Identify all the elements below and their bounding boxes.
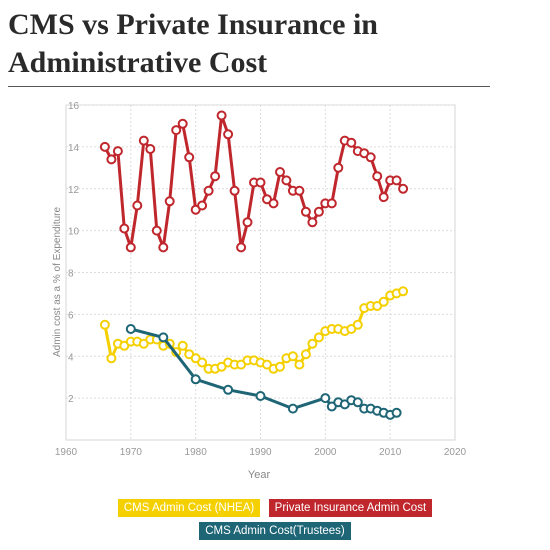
x-tick-label: 2020: [444, 447, 467, 458]
data-point[interactable]: [223, 129, 234, 140]
data-point[interactable]: [229, 185, 240, 196]
data-point[interactable]: [210, 171, 221, 182]
data-point[interactable]: [398, 183, 409, 194]
data-point[interactable]: [391, 407, 402, 418]
data-point[interactable]: [125, 324, 136, 334]
y-tick-label: 16: [68, 101, 80, 112]
data-point[interactable]: [158, 242, 169, 253]
data-point[interactable]: [99, 141, 110, 152]
series-0: [99, 110, 409, 253]
data-point[interactable]: [294, 359, 305, 370]
data-point[interactable]: [268, 198, 279, 209]
data-point[interactable]: [352, 319, 363, 330]
data-point[interactable]: [125, 242, 136, 253]
data-point[interactable]: [287, 403, 298, 414]
data-point[interactable]: [106, 353, 117, 364]
data-point[interactable]: [300, 349, 311, 360]
data-point[interactable]: [313, 332, 324, 343]
data-point[interactable]: [326, 198, 337, 209]
data-point[interactable]: [372, 171, 383, 182]
title-divider: [8, 86, 490, 87]
data-point[interactable]: [177, 340, 188, 351]
data-point[interactable]: [151, 225, 162, 236]
series-layer: [99, 110, 409, 420]
legend-item-cms-nhea[interactable]: CMS Admin Cost (NHEA): [117, 499, 261, 517]
data-point[interactable]: [132, 200, 143, 211]
x-tick-label: 1990: [249, 447, 272, 458]
data-point[interactable]: [106, 154, 117, 165]
data-point[interactable]: [145, 144, 156, 154]
x-tick-label: 2010: [379, 447, 402, 458]
data-point[interactable]: [281, 175, 292, 186]
data-point[interactable]: [119, 223, 130, 234]
data-point[interactable]: [164, 196, 175, 207]
legend-item-private-insurance[interactable]: Private Insurance Admin Cost: [268, 499, 433, 517]
data-point[interactable]: [333, 162, 344, 173]
grid-layer: [65, 104, 456, 441]
data-point[interactable]: [255, 177, 266, 188]
data-point[interactable]: [307, 338, 318, 349]
data-point[interactable]: [287, 351, 298, 362]
y-tick-label: 10: [68, 227, 80, 238]
data-point[interactable]: [138, 135, 149, 146]
data-point[interactable]: [203, 185, 214, 196]
y-axis-title: Admin cost as a % of Expenditure: [52, 207, 63, 358]
y-tick-label: 4: [68, 352, 74, 363]
data-point[interactable]: [242, 217, 253, 228]
data-point[interactable]: [197, 200, 208, 211]
data-point[interactable]: [352, 397, 363, 408]
data-point[interactable]: [158, 332, 169, 343]
data-point[interactable]: [320, 393, 331, 404]
series-1: [99, 286, 409, 374]
y-tick-label: 12: [68, 185, 80, 196]
y-tick-label: 14: [68, 143, 80, 154]
data-point[interactable]: [275, 167, 285, 177]
data-point[interactable]: [378, 192, 389, 203]
y-tick-label: 6: [68, 310, 74, 321]
legend-row-1: CMS Admin Cost (NHEA) Private Insurance …: [0, 498, 550, 517]
series-2: [125, 324, 402, 420]
y-tick-label: 8: [68, 269, 74, 280]
x-tick-label: 1960: [55, 447, 78, 458]
legend-item-cms-trustees[interactable]: CMS Admin Cost(Trustees): [199, 522, 351, 540]
page-title: CMS vs Private Insurance in Administrati…: [8, 8, 378, 79]
data-point[interactable]: [216, 110, 227, 121]
data-point[interactable]: [99, 319, 110, 330]
data-point[interactable]: [236, 242, 247, 253]
data-point[interactable]: [197, 357, 208, 368]
data-point[interactable]: [378, 296, 389, 307]
data-point[interactable]: [346, 137, 357, 148]
data-point[interactable]: [255, 391, 266, 401]
data-point[interactable]: [313, 206, 324, 217]
data-point[interactable]: [223, 384, 234, 395]
x-tick-label: 1980: [185, 447, 208, 458]
data-point[interactable]: [171, 125, 182, 136]
data-point[interactable]: [300, 206, 311, 217]
x-tick-label: 1970: [120, 447, 143, 458]
data-point[interactable]: [365, 152, 376, 163]
data-point[interactable]: [112, 146, 123, 157]
data-point[interactable]: [177, 118, 188, 129]
x-tick-label: 2000: [314, 447, 337, 458]
data-point[interactable]: [294, 185, 305, 196]
data-point[interactable]: [275, 361, 285, 372]
data-point[interactable]: [184, 152, 195, 163]
data-point[interactable]: [307, 217, 318, 228]
data-point[interactable]: [391, 175, 402, 186]
y-tick-label: 2: [68, 394, 74, 405]
data-point[interactable]: [190, 374, 201, 385]
data-point[interactable]: [398, 286, 409, 297]
axis-layer: 2 4 6 8 10 12 14 16 1960 1970 1980 1990 2000 2010 2020: [55, 101, 467, 458]
x-axis-title: Year: [248, 469, 271, 481]
legend-row-2: CMS Admin Cost(Trustees): [0, 521, 550, 540]
